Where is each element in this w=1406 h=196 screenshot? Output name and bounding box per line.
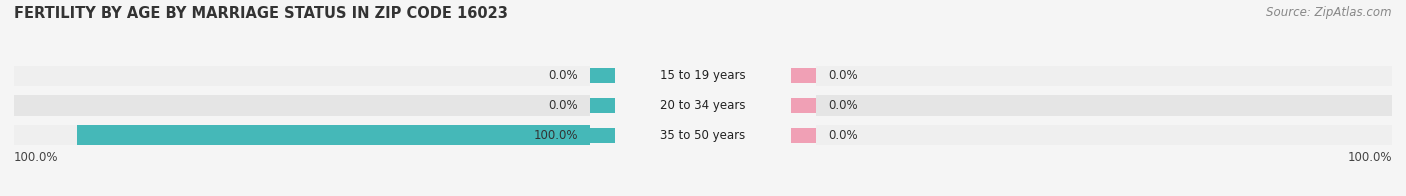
Text: 0.0%: 0.0%: [548, 99, 578, 112]
Text: 20 to 34 years: 20 to 34 years: [661, 99, 745, 112]
Text: FERTILITY BY AGE BY MARRIAGE STATUS IN ZIP CODE 16023: FERTILITY BY AGE BY MARRIAGE STATUS IN Z…: [14, 6, 508, 21]
Bar: [591, 98, 616, 113]
Bar: [14, 125, 1392, 145]
Text: 15 to 19 years: 15 to 19 years: [661, 69, 745, 82]
Text: 0.0%: 0.0%: [828, 99, 858, 112]
Bar: [77, 125, 703, 145]
Text: Source: ZipAtlas.com: Source: ZipAtlas.com: [1267, 6, 1392, 19]
Text: 0.0%: 0.0%: [548, 69, 578, 82]
Bar: [591, 68, 616, 83]
Text: 100.0%: 100.0%: [14, 151, 59, 164]
Text: 100.0%: 100.0%: [1347, 151, 1392, 164]
Bar: [591, 95, 815, 115]
Bar: [790, 98, 815, 113]
Bar: [591, 125, 815, 145]
Bar: [790, 68, 815, 83]
Text: 0.0%: 0.0%: [828, 69, 858, 82]
Text: 100.0%: 100.0%: [533, 129, 578, 142]
Bar: [14, 66, 1392, 86]
Bar: [14, 95, 1392, 115]
Bar: [591, 66, 815, 86]
Bar: [790, 128, 815, 143]
Text: 0.0%: 0.0%: [828, 129, 858, 142]
Bar: [591, 128, 616, 143]
Text: 35 to 50 years: 35 to 50 years: [661, 129, 745, 142]
